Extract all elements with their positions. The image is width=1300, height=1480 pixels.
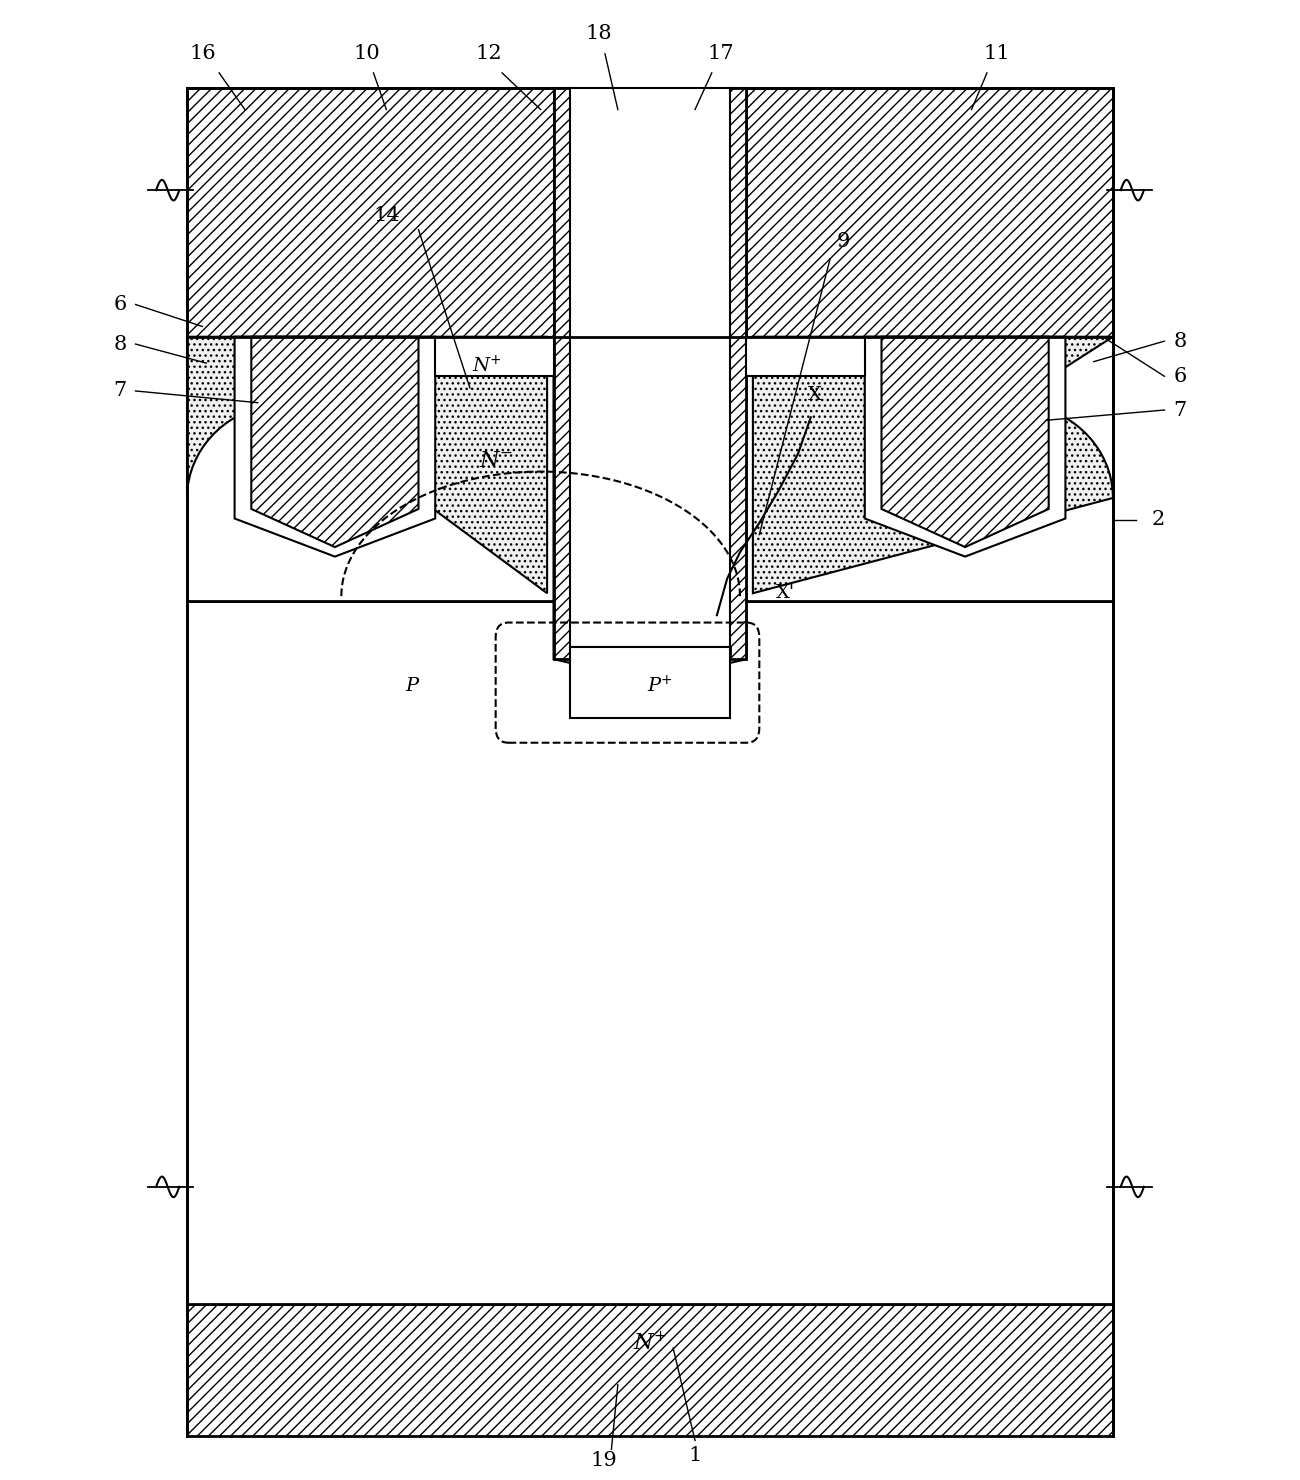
Text: 1: 1 xyxy=(688,1446,702,1465)
Polygon shape xyxy=(571,87,729,647)
Text: 8: 8 xyxy=(1174,332,1187,351)
Text: 7: 7 xyxy=(113,382,126,401)
Text: 8: 8 xyxy=(113,334,126,354)
Text: X': X' xyxy=(776,585,794,602)
Polygon shape xyxy=(187,601,1113,1304)
Polygon shape xyxy=(187,1304,1113,1436)
Text: 16: 16 xyxy=(188,44,216,64)
Polygon shape xyxy=(864,337,1066,556)
Polygon shape xyxy=(571,647,729,718)
Text: 7: 7 xyxy=(1174,401,1187,419)
Polygon shape xyxy=(554,87,571,647)
Polygon shape xyxy=(436,337,554,376)
Polygon shape xyxy=(881,337,1049,548)
Polygon shape xyxy=(729,87,746,647)
Text: P: P xyxy=(406,676,419,694)
Text: N$^{+}$: N$^{+}$ xyxy=(472,355,502,377)
Polygon shape xyxy=(187,337,1113,601)
Text: 18: 18 xyxy=(585,24,612,43)
Polygon shape xyxy=(554,87,746,659)
Text: N$^{+}$: N$^{+}$ xyxy=(633,1332,667,1356)
Text: P$^{+}$: P$^{+}$ xyxy=(647,675,673,696)
Polygon shape xyxy=(746,337,864,376)
Polygon shape xyxy=(187,337,547,593)
Text: N$^{-}$: N$^{-}$ xyxy=(478,450,512,472)
Polygon shape xyxy=(746,87,1113,337)
Text: 17: 17 xyxy=(707,44,734,64)
Text: 6: 6 xyxy=(113,295,126,314)
Polygon shape xyxy=(554,337,746,681)
Text: 14: 14 xyxy=(373,206,399,225)
Text: 2: 2 xyxy=(1152,511,1165,530)
Polygon shape xyxy=(234,337,436,556)
Text: 12: 12 xyxy=(476,44,503,64)
Text: 19: 19 xyxy=(590,1452,618,1471)
Text: 10: 10 xyxy=(354,44,381,64)
Polygon shape xyxy=(753,337,1113,593)
Text: X: X xyxy=(807,386,822,404)
Text: 9: 9 xyxy=(836,232,850,252)
Text: 11: 11 xyxy=(984,44,1010,64)
Text: 6: 6 xyxy=(1174,367,1187,386)
Polygon shape xyxy=(251,337,419,548)
Polygon shape xyxy=(187,87,554,337)
